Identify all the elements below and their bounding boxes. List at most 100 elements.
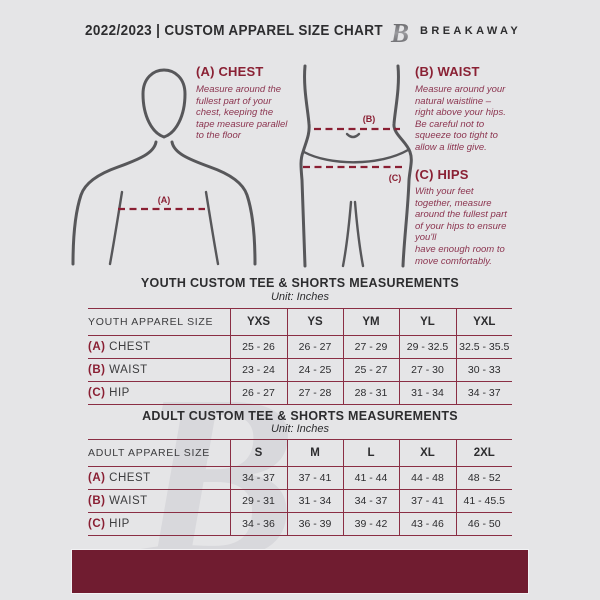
- row-key: (A): [88, 341, 106, 353]
- right-armpit-line: [204, 190, 220, 266]
- row-key: (C): [88, 518, 106, 530]
- table-row: (C) HIP 26 - 27 27 - 28 28 - 31 31 - 34 34 - …: [88, 381, 512, 405]
- size-table-header-label: ADULT APPAREL SIZE: [88, 439, 230, 467]
- size-value-cell: 30 - 33: [455, 358, 512, 382]
- size-column-header: YM: [342, 308, 399, 336]
- row-label: (A) CHEST: [88, 335, 230, 359]
- size-value-cell: 34 - 36: [229, 512, 287, 536]
- right-inner-leg-line: [353, 200, 365, 268]
- size-value-cell: 29 - 32.5: [398, 335, 456, 359]
- size-column-header: YS: [286, 308, 343, 336]
- right-body-outline: [392, 64, 413, 268]
- left-shoulder-arm-outline: [71, 140, 158, 266]
- size-column-header: L: [342, 439, 399, 467]
- brand-name: BREAKAWAY: [420, 25, 522, 37]
- size-value-cell: 34 - 37: [229, 466, 287, 490]
- size-column-header: YXS: [229, 308, 287, 336]
- row-key: (B): [88, 495, 106, 507]
- size-value-cell: 25 - 27: [342, 358, 399, 382]
- adult-table-unit: Unit: Inches: [270, 423, 330, 435]
- size-value-cell: 24 - 25: [286, 358, 343, 382]
- row-label: (C) HIP: [88, 512, 230, 536]
- size-value-cell: 31 - 34: [398, 381, 456, 405]
- youth-table: YOUTH APPAREL SIZE YXS YS YM YL YXL (A) CHEST 2…: [88, 308, 512, 405]
- youth-size-table: YOUTH APPAREL SIZE YXS YS YM YL YXL (A) CHEST 2…: [88, 308, 512, 405]
- left-armpit-line: [108, 190, 124, 266]
- size-column-header: YXL: [455, 308, 512, 336]
- size-value-cell: 31 - 34: [286, 489, 343, 513]
- size-column-header: 2XL: [455, 439, 512, 467]
- adult-table: ADULT APPAREL SIZE S M L XL 2XL (A) CHEST 34 - …: [88, 439, 512, 536]
- size-value-cell: 41 - 45.5: [455, 489, 512, 513]
- row-label: (B) WAIST: [88, 489, 230, 513]
- hips-heading: (C) HIPS: [415, 167, 469, 182]
- youth-table-title: YOUTH CUSTOM TEE & SHORTS MEASUREMENTS: [140, 276, 460, 290]
- size-column-header: S: [229, 439, 287, 467]
- table-row: (B) WAIST 23 - 24 24 - 25 25 - 27 27 - 30 30 …: [88, 358, 512, 382]
- chest-instructions: Measure around the fullest part of your …: [196, 84, 288, 142]
- size-column-header: XL: [398, 439, 456, 467]
- size-value-cell: 41 - 44: [342, 466, 399, 490]
- adult-size-table: ADULT APPAREL SIZE S M L XL 2XL (A) CHEST 34 - …: [88, 439, 512, 536]
- size-value-cell: 34 - 37: [455, 381, 512, 405]
- row-measure-name: CHEST: [109, 341, 151, 353]
- head-outline: [141, 68, 187, 139]
- waist-heading: (B) WAIST: [415, 64, 480, 79]
- row-key: (C): [88, 387, 106, 399]
- size-value-cell: 27 - 28: [286, 381, 343, 405]
- size-value-cell: 27 - 30: [398, 358, 456, 382]
- size-value-cell: 48 - 52: [455, 466, 512, 490]
- right-shoulder-arm-outline: [170, 140, 257, 266]
- size-value-cell: 43 - 46: [398, 512, 456, 536]
- breakaway-logo-icon: B: [381, 18, 409, 46]
- size-value-cell: 39 - 42: [342, 512, 399, 536]
- waist-instructions: Measure around your natural waistline – …: [415, 84, 506, 153]
- waist-line-label: (B): [363, 114, 376, 124]
- row-key: (B): [88, 364, 106, 376]
- size-value-cell: 26 - 27: [229, 381, 287, 405]
- size-value-cell: 46 - 50: [455, 512, 512, 536]
- size-value-cell: 32.5 - 35.5: [455, 335, 512, 359]
- page-title: 2022/2023 | CUSTOM APPAREL SIZE CHART: [85, 22, 383, 39]
- row-measure-name: HIP: [109, 518, 130, 530]
- row-measure-name: CHEST: [109, 472, 151, 484]
- waistband-curve: [302, 148, 410, 164]
- row-key: (A): [88, 472, 106, 484]
- table-row: (C) HIP 34 - 36 36 - 39 39 - 42 43 - 46 46 - …: [88, 512, 512, 536]
- navel-mark: [345, 132, 361, 139]
- row-measure-name: HIP: [109, 387, 130, 399]
- youth-table-unit: Unit: Inches: [270, 291, 330, 303]
- row-label: (A) CHEST: [88, 466, 230, 490]
- size-value-cell: 26 - 27: [286, 335, 343, 359]
- size-value-cell: 29 - 31: [229, 489, 287, 513]
- row-label: (B) WAIST: [88, 358, 230, 382]
- table-row: (A) CHEST 25 - 26 26 - 27 27 - 29 29 - 32.5 3…: [88, 335, 512, 359]
- brand-lockup: B BREAKAWAY: [380, 16, 521, 46]
- table-row: (B) WAIST 29 - 31 31 - 34 34 - 37 37 - 41 41 …: [88, 489, 512, 513]
- torso-diagram: (A): [71, 68, 257, 266]
- row-measure-name: WAIST: [109, 495, 148, 507]
- size-value-cell: 34 - 37: [342, 489, 399, 513]
- chest-line-label: (A): [158, 195, 171, 205]
- size-value-cell: 25 - 26: [229, 335, 287, 359]
- size-value-cell: 37 - 41: [286, 466, 343, 490]
- hips-diagram: (B) (C): [299, 64, 413, 268]
- row-label: (C) HIP: [88, 381, 230, 405]
- size-value-cell: 37 - 41: [398, 489, 456, 513]
- adult-table-title: ADULT CUSTOM TEE & SHORTS MEASUREMENTS: [142, 409, 458, 423]
- svg-text:B: B: [390, 18, 409, 46]
- size-value-cell: 44 - 48: [398, 466, 456, 490]
- size-value-cell: 36 - 39: [286, 512, 343, 536]
- hips-line-label: (C): [389, 173, 402, 183]
- row-measure-name: WAIST: [109, 364, 148, 376]
- chest-heading: (A) CHEST: [196, 64, 264, 79]
- footer-bar: [71, 549, 529, 594]
- table-row: (A) CHEST 34 - 37 37 - 41 41 - 44 44 - 48 48 …: [88, 466, 512, 490]
- size-table-header-label: YOUTH APPAREL SIZE: [88, 308, 230, 336]
- size-value-cell: 23 - 24: [229, 358, 287, 382]
- size-column-header: YL: [398, 308, 456, 336]
- hips-instructions: With your feet together, measure around …: [415, 186, 507, 267]
- size-value-cell: 27 - 29: [342, 335, 399, 359]
- size-value-cell: 28 - 31: [342, 381, 399, 405]
